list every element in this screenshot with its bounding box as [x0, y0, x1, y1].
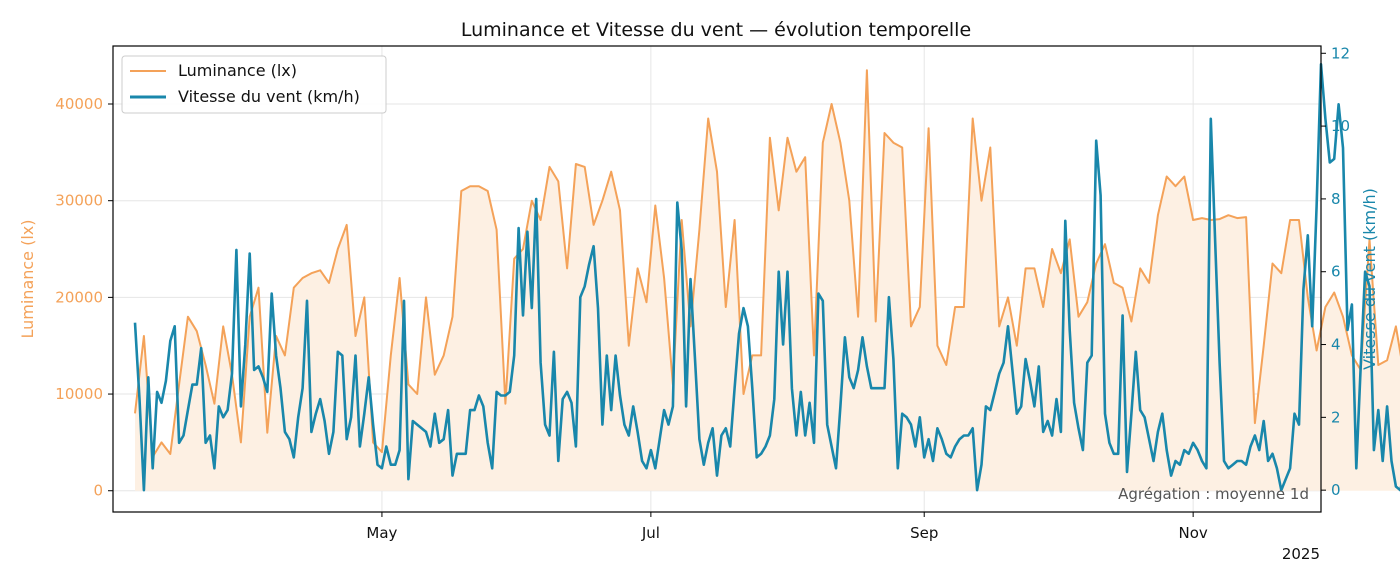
legend-label-wind: Vitesse du vent (km/h): [178, 87, 360, 106]
right-axis-tick-label: 4: [1331, 336, 1341, 354]
aggregation-annotation: Agrégation : moyenne 1d: [1118, 485, 1309, 503]
left-axis-tick-label: 0: [93, 482, 103, 500]
series-layer: [133, 62, 1400, 492]
x-year-label: 2025: [1282, 545, 1320, 563]
left-axis-tick-label: 30000: [55, 192, 103, 210]
right-axis-label: Vitesse du vent (km/h): [1360, 188, 1379, 370]
legend-label-luminance: Luminance (lx): [178, 61, 297, 80]
wind-speed-line: [133, 62, 1400, 492]
luminance-line: [134, 69, 1400, 458]
x-axis-tick-label: Sep: [910, 524, 938, 542]
right-axis-tick-label: 8: [1331, 190, 1341, 208]
left-axis-tick-label: 20000: [55, 288, 103, 306]
left-axis-tick-label: 40000: [55, 95, 103, 113]
chart-title: Luminance et Vitesse du vent — évolution…: [461, 19, 971, 41]
fill-layer: [135, 70, 1400, 491]
x-axis-tick-label: Nov: [1179, 524, 1208, 542]
legend-box: [121, 55, 387, 114]
left-axis-tick-label: 10000: [55, 385, 103, 403]
legend: Luminance (lx) Vitesse du vent (km/h): [121, 55, 387, 114]
right-axis-tick-label: 0: [1331, 481, 1341, 499]
right-axis-tick-label: 2: [1331, 408, 1341, 426]
right-axis-tick-label: 10: [1331, 117, 1350, 135]
axis-layer: 0 10000 20000 30000 40000 0 2 4 6 8 10 12 May Jul Sep N…: [18, 44, 1379, 542]
left-axis-label: Luminance (lx): [18, 219, 37, 338]
plot-frame: [112, 45, 1322, 513]
right-axis-tick-label: 12: [1331, 44, 1350, 62]
x-axis-tick-label: Jul: [641, 524, 660, 542]
x-axis-tick-label: May: [366, 524, 397, 542]
luminance-area: [135, 70, 1400, 491]
right-axis-tick-label: 6: [1331, 263, 1341, 281]
